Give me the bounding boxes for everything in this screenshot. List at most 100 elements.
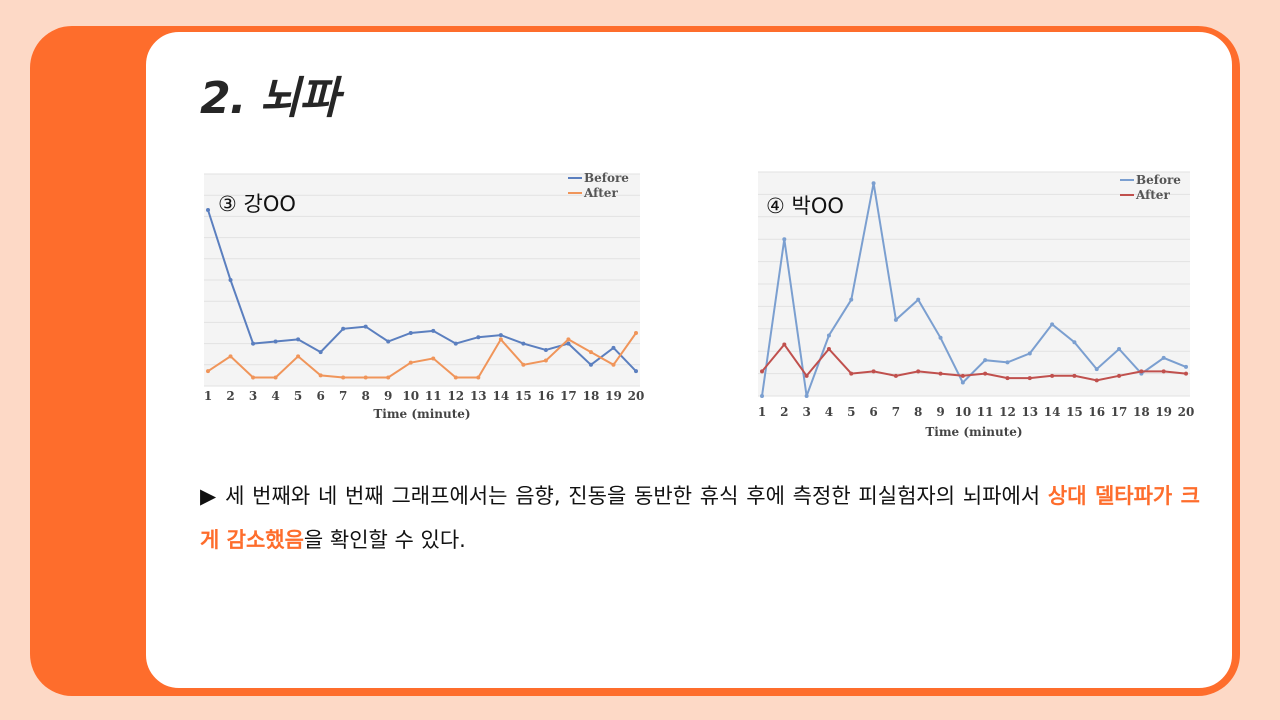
data-point-after [431,356,436,361]
x-tick-label: 7 [892,405,900,419]
data-point-before [760,394,764,398]
series-line-after [761,342,1187,382]
legend-label-after: After [583,186,618,200]
x-tick-label: 12 [447,389,464,403]
data-point-before [498,333,503,338]
x-tick-label: 4 [271,389,279,403]
x-tick-label: 18 [583,389,600,403]
data-point-before [1161,355,1166,360]
data-point-after [386,375,391,380]
x-tick-label: 10 [954,405,971,419]
x-axis-label: Time (minute) [925,425,1022,439]
data-point-before [431,328,436,333]
x-tick-label: 16 [538,389,555,403]
x-tick-label: 13 [1021,405,1038,419]
data-point-after [1072,373,1077,378]
data-point-after [228,354,233,359]
data-point-before [1072,340,1077,345]
data-point-before [1050,322,1055,327]
series-line-after [207,332,637,379]
data-point-after [543,358,548,363]
x-axis-label: Time (minute) [373,407,470,421]
data-point-after [938,371,943,376]
x-tick-label: 11 [425,389,442,403]
data-point-after [893,373,898,378]
data-point-after [1050,373,1055,378]
data-point-after [782,342,787,347]
data-point-after [916,369,921,374]
data-point-after [1027,376,1032,381]
data-point-before [1005,360,1010,365]
x-tick-label: 17 [1111,405,1128,419]
legend-label-after: After [1135,188,1170,202]
x-tick-label: 7 [339,389,347,403]
x-tick-label: 20 [628,389,644,403]
data-point-before [960,380,965,385]
data-point-after [521,362,526,367]
data-point-before [228,278,233,282]
data-point-before [386,339,391,344]
x-tick-label: 6 [869,405,877,419]
data-point-before [1184,364,1188,369]
x-tick-label: 13 [470,389,487,403]
data-point-after [1117,373,1122,378]
data-point-after [566,337,571,342]
x-tick-label: 3 [249,389,257,403]
data-point-after [960,373,965,378]
data-point-after [363,375,368,380]
data-point-after [804,373,809,378]
data-point-after [871,369,876,374]
x-tick-label: 11 [977,405,994,419]
data-point-before [1117,346,1122,351]
series-line-before [207,209,637,372]
data-point-before [938,335,943,340]
legend-label-before: Before [584,171,629,185]
data-point-after [273,375,278,380]
data-point-after [1184,371,1188,376]
data-point-before [296,337,301,342]
data-point-after [498,337,503,342]
data-point-before [826,333,831,338]
data-point-before [893,317,898,322]
brainwave-chart-park: Before After 1 2 3 4 5 6 7 8 9 10 11 12 13 14 15 16 17 18 19… [754,160,1196,445]
data-point-after [983,371,988,376]
data-point-after [634,331,638,335]
x-tick-label: 18 [1133,405,1150,419]
data-point-before [566,341,571,346]
data-point-after [251,375,256,380]
data-point-before [1027,351,1032,356]
data-point-before [206,208,210,213]
data-point-after [1139,369,1144,374]
data-point-before [1094,367,1099,372]
x-tick-label: 9 [936,405,944,419]
data-point-before [408,331,413,335]
data-point-after [206,369,210,374]
data-point-before [521,341,526,346]
data-point-after [1005,376,1010,381]
chart-label-park: ④ 박OO [766,194,844,218]
data-point-after [849,371,854,376]
data-point-before [634,369,638,374]
data-point-before [804,394,809,398]
data-point-before [476,335,481,340]
data-point-before [611,345,616,350]
data-point-before [588,362,593,367]
x-tick-label: 19 [1155,405,1172,419]
brainwave-chart-kang: Before After 1 2 3 4 5 6 7 8 9 10 11 12 13 14 15 16 17 18 19… [196,168,644,426]
x-tick-label: 8 [914,405,922,419]
x-tick-label: 1 [758,405,766,419]
x-tick-label: 14 [1044,405,1061,419]
x-tick-label: 15 [1066,405,1083,419]
description-text: ▶ 세 번째와 네 번째 그래프에서는 음향, 진동을 동반한 휴식 후에 측정… [200,474,1200,562]
x-tick-label: 10 [402,389,419,403]
data-point-before [916,297,921,302]
description-part1: 세 번째와 네 번째 그래프에서는 음향, 진동을 동반한 휴식 후에 측정한 … [217,484,1048,508]
data-point-before [273,339,278,344]
description-highlight: 상대 델타파가 크게 감소했음 [200,484,1201,552]
x-tick-label: 9 [384,389,392,403]
x-tick-label: 5 [294,389,302,403]
x-tick-label: 5 [847,405,855,419]
data-point-after [453,375,458,380]
data-point-before [849,297,854,302]
